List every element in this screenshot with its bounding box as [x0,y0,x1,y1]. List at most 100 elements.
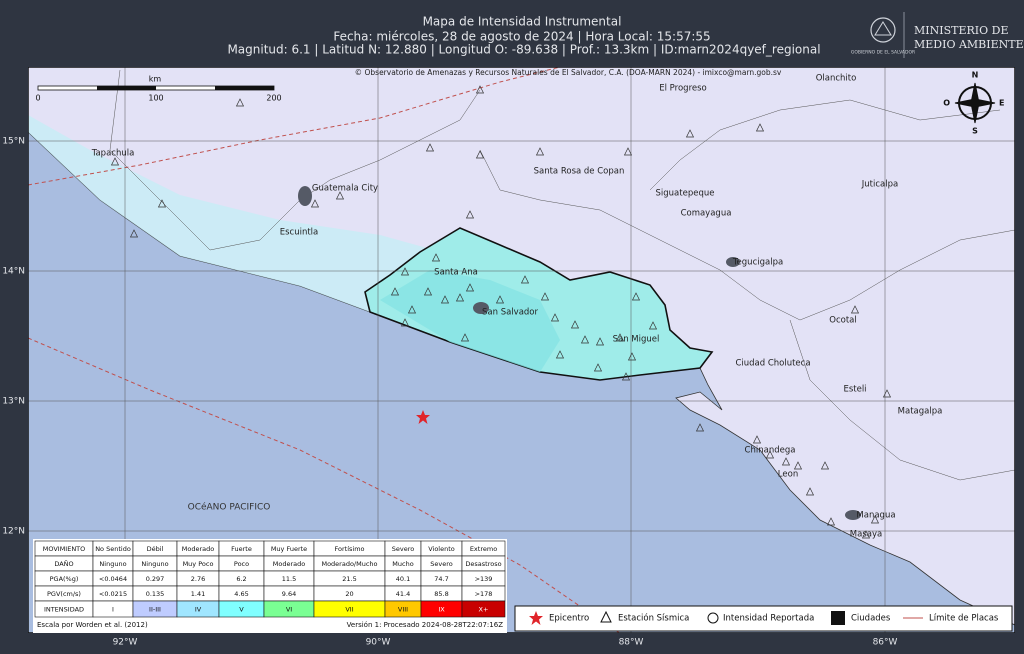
station [475,85,485,94]
plate-boundary-north [28,67,561,186]
station [235,98,245,107]
lat-label: 15°N [2,137,25,147]
lon-label: 90°W [366,638,391,648]
table-text: 6.2 [236,575,246,583]
station [850,305,860,314]
scale-tick: 200 [266,94,281,103]
lat-label: 12°N [2,527,25,537]
station [631,292,641,301]
ocean-label: OCéANO PACIFICO [188,502,271,513]
station [555,350,565,359]
date: Fecha: miércoles, 28 de agosto de 2024 |… [333,30,710,44]
station [540,292,550,301]
table-text: Moderado [182,545,214,553]
logo-gov: GOBIERNO DE EL SALVADOR [851,50,915,56]
station [685,129,695,138]
city-areas [298,186,861,520]
station [335,191,345,200]
station [425,143,435,152]
table-text: 11.5 [282,575,296,583]
station [755,123,765,132]
table-text: 20 [345,590,353,598]
legend-label: Intensidad Reportada [723,614,814,624]
station [310,199,320,208]
station [752,435,762,444]
compass-n: N [972,71,979,80]
logo-ministry: MINISTERIO DE [914,24,1008,37]
city-label: Tegucigalpa [732,258,783,268]
shaking-core [380,270,560,372]
table-text: VI [286,606,292,614]
logo-ministry: MEDIO AMBIENTE [914,38,1024,51]
compass [954,82,996,124]
footer-left: Escala por Worden et al. (2012) [37,621,148,629]
table-text: 40.1 [396,575,410,583]
table-text: <0.0464 [99,575,127,583]
map: © Observatorio de Amenazas y Recursos Na… [28,67,1015,633]
table-text: Fortísimo [334,545,364,553]
station [781,457,791,466]
footer-right: Versión 1: Procesado 2024-08-28T22:07:16… [347,621,504,629]
epicenter [416,410,430,424]
table-text: Ninguno [99,560,126,568]
scale-tick: 100 [148,94,163,103]
table-text: X+ [479,606,489,614]
table-text: 41.4 [396,590,410,598]
table-text: INTENSIDAD [44,606,84,614]
table-text: <0.0215 [99,590,127,598]
station [460,333,470,342]
table-text: Violento [428,545,455,553]
station [431,253,441,262]
city-label: Masaya [850,530,882,540]
table-text: Débil [147,545,164,553]
station [861,530,871,539]
table-text: Moderado/Mucho [321,560,377,568]
city-label: Esteli [843,385,866,395]
city-label: Chinandega [745,446,796,456]
station [580,335,590,344]
stations [110,85,892,539]
table-text: MOVIMIENTO [43,545,86,553]
station [465,210,475,219]
lon-label: 92°W [113,638,138,648]
city-label: Ocotal [829,316,856,326]
table-text: VIII [398,606,408,614]
city-label: Juticalpa [861,180,898,190]
table-text: Moderado [273,560,305,568]
credit: © Observatorio de Amenazas y Recursos Na… [355,68,782,77]
compass-s: S [972,127,978,136]
city-label: Santa Rosa de Copan [534,167,625,177]
station [695,423,705,432]
table-text: DAÑO [54,559,73,568]
table-text: 9.64 [282,590,296,598]
title: Mapa de Intensidad Instrumental [423,15,622,29]
station [110,157,120,166]
scale-tick: 0 [35,94,40,103]
table-text: 21.5 [342,575,356,583]
legend-box [514,605,1013,632]
table-text: 1.41 [191,590,205,598]
station [793,461,803,470]
station [407,305,417,314]
station [550,313,560,322]
station [400,267,410,276]
table-cell [461,600,506,618]
logo-emblem [870,12,905,58]
station [615,333,625,342]
table-text: IX [438,606,445,614]
table-text: 85.8 [434,590,448,598]
city-label: Santa Ana [434,268,478,278]
station [621,372,631,381]
station [623,147,633,156]
city-label: Comayagua [681,209,732,219]
legend-label: Ciudades [851,614,891,624]
station [627,352,637,361]
station [570,320,580,329]
table-text: VII [345,606,353,614]
table-text: Poco [234,560,249,568]
table-text: Muy Fuerte [271,545,307,553]
legend-label: Estación Sísmica [618,613,689,624]
station [820,461,830,470]
station [595,337,605,346]
